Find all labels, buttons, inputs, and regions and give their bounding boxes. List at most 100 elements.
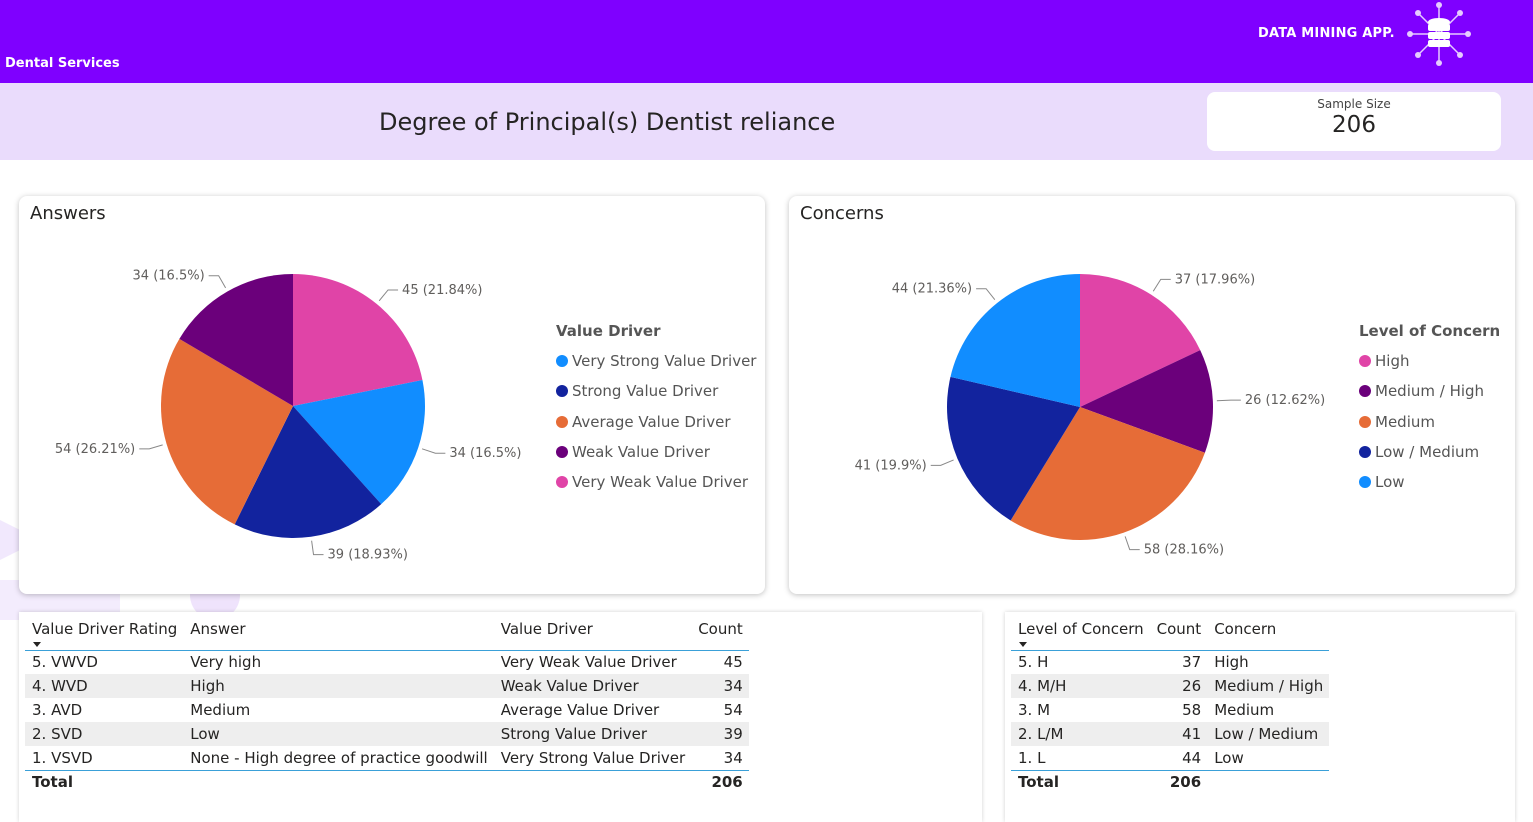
legend-item-high[interactable]: High [1359, 346, 1500, 376]
column-header-count[interactable]: Count [698, 620, 743, 638]
cell-concern: High [1214, 653, 1249, 672]
legend-marker [1359, 446, 1371, 459]
table-row: 1. L 44 Low [1011, 746, 1330, 770]
top-banner: Dental Services DATA MINING APP. [0, 0, 1533, 83]
concerns-legend-title: Level of Concern [1359, 322, 1501, 340]
answers-chart-panel[interactable]: Answers 45 (21.84%) 34 (16.5%) 39 (18.93%)… [19, 196, 765, 594]
answers-chart-title: Answers [30, 203, 106, 224]
cell-count: 41 [1182, 725, 1202, 743]
table-row: 1. VSVD None - High degree of practice g… [25, 746, 749, 770]
legend-item-weak-value-driver[interactable]: Weak Value Driver [556, 437, 756, 467]
total-value: 206 [1169, 773, 1202, 792]
legend-item-low[interactable]: Low [1359, 467, 1500, 497]
pie-leader-line [421, 448, 446, 454]
total-value: 206 [711, 773, 743, 792]
legend-item-medium[interactable]: Medium [1359, 407, 1500, 437]
table-row: 2. L/M 41 Low / Medium [1011, 722, 1330, 746]
sort-desc-icon[interactable] [1019, 642, 1027, 647]
legend-item-very-weak-value-driver[interactable]: Very Weak Value Driver [556, 467, 756, 497]
legend-marker [556, 415, 568, 428]
pie-leader-line [976, 288, 996, 301]
cell-rating: 3. AVD [32, 701, 83, 719]
concern-table: Level of Concern Count Concern 5. H 37 H… [1011, 612, 1330, 794]
value-driver-table: Value Driver Rating Answer Value Driver … [25, 612, 749, 794]
concerns-chart-title: Concerns [800, 203, 884, 224]
pie-slice-high[interactable] [1080, 274, 1201, 407]
cell-value-driver: Very Strong Value Driver [500, 748, 686, 767]
cell-count: 54 [723, 701, 743, 719]
cell-rating: 2. SVD [32, 725, 83, 743]
column-header-count[interactable]: Count [1156, 620, 1202, 638]
pie-slice-medium-high[interactable] [1080, 350, 1213, 453]
pie-slice-low-medium[interactable] [947, 376, 1080, 521]
table-total-row: Total 206 [1011, 770, 1329, 794]
answers-legend-title: Value Driver [556, 322, 661, 340]
concern-table-panel: Level of Concern Count Concern 5. H 37 H… [1005, 612, 1515, 822]
pie-slice-average-value-driver[interactable] [160, 338, 293, 525]
sample-size-card: Sample Size 206 [1207, 92, 1501, 151]
cell-count: 45 [723, 653, 743, 672]
legend-label: Medium [1375, 412, 1435, 431]
legend-label: Strong Value Driver [572, 382, 719, 401]
pie-leader-line [311, 540, 324, 556]
legend-item-strong-value-driver[interactable]: Strong Value Driver [556, 376, 756, 406]
legend-item-average-value-driver[interactable]: Average Value Driver [556, 407, 756, 437]
column-header-value-driver-rating[interactable]: Value Driver Rating [25, 612, 183, 650]
legend-label: Weak Value Driver [572, 443, 710, 462]
sample-size-value: 206 [1332, 112, 1376, 138]
column-header-value-driver[interactable]: Value Driver [500, 620, 593, 638]
table-row: 2. SVD Low Strong Value Driver 39 [25, 722, 749, 746]
table-row: 3. AVD Medium Average Value Driver 54 [25, 698, 749, 722]
pie-data-label: 45 (21.84%) [402, 283, 482, 298]
page-title: Degree of Principal(s) Dentist reliance [379, 108, 836, 136]
legend-marker [556, 385, 568, 398]
legend-marker [556, 476, 568, 489]
legend-item-low-medium[interactable]: Low / Medium [1359, 437, 1500, 467]
concerns-legend: Level of Concern High Medium / High Medium… [1359, 322, 1500, 497]
cell-level: 1. L [1018, 748, 1046, 767]
pie-leader-line [378, 289, 399, 302]
pie-slice-very-weak-value-driver[interactable] [293, 274, 423, 406]
database-network-icon [1407, 2, 1471, 66]
legend-label: High [1375, 352, 1410, 371]
cell-count: 37 [1182, 653, 1202, 672]
app-subtitle: Dental Services [5, 56, 120, 71]
pie-data-label: 41 (19.9%) [855, 458, 927, 473]
legend-marker [556, 446, 568, 459]
pie-slice-weak-value-driver[interactable] [179, 274, 293, 406]
cell-answer: Low [190, 725, 220, 743]
pie-leader-line [1152, 278, 1171, 292]
sort-desc-icon[interactable] [33, 642, 41, 647]
column-header-answer[interactable]: Answer [190, 620, 246, 638]
column-header-level-of-concern[interactable]: Level of Concern [1011, 612, 1150, 650]
legend-marker [1359, 385, 1371, 398]
concerns-chart-panel[interactable]: Concerns 37 (17.96%) 26 (12.62%) 58 (28.16… [789, 196, 1515, 594]
concerns-pie-chart[interactable]: 37 (17.96%) 26 (12.62%) 58 (28.16%) 41 (19.… [789, 196, 1329, 594]
cell-count: 44 [1182, 748, 1202, 767]
cell-value-driver: Weak Value Driver [500, 677, 639, 695]
value-driver-table-panel: Value Driver Rating Answer Value Driver … [19, 612, 982, 822]
cell-count: 58 [1182, 701, 1202, 719]
pie-data-label: 37 (17.96%) [1175, 272, 1255, 287]
table-row: 4. WVD High Weak Value Driver 34 [25, 674, 749, 698]
cell-rating: 5. VWVD [32, 653, 98, 672]
pie-slice-very-strong-value-driver[interactable] [293, 380, 425, 505]
table-header-row: Value Driver Rating Answer Value Driver … [25, 612, 749, 650]
pie-data-label: 34 (16.5%) [449, 446, 521, 461]
table-total-row: Total 206 [25, 770, 749, 794]
pie-data-label: 26 (12.62%) [1245, 393, 1325, 408]
legend-item-medium-high[interactable]: Medium / High [1359, 376, 1500, 406]
cell-level: 4. M/H [1018, 677, 1067, 695]
answers-pie-chart[interactable]: 45 (21.84%) 34 (16.5%) 39 (18.93%) 54 (26.2… [19, 196, 559, 594]
column-header-concern[interactable]: Concern [1214, 620, 1277, 638]
legend-label: Medium / High [1375, 382, 1485, 401]
legend-label: Very Strong Value Driver [572, 352, 757, 371]
pie-slice-strong-value-driver[interactable] [234, 406, 382, 538]
pie-slice-medium[interactable] [1010, 407, 1205, 540]
table-row: 5. H 37 High [1011, 650, 1329, 674]
pie-slice-low[interactable] [950, 274, 1080, 407]
cell-level: 2. L/M [1018, 725, 1064, 743]
pie-data-label: 39 (18.93%) [328, 548, 408, 563]
legend-item-very-strong-value-driver[interactable]: Very Strong Value Driver [556, 346, 756, 376]
pie-data-label: 54 (26.21%) [55, 442, 135, 457]
